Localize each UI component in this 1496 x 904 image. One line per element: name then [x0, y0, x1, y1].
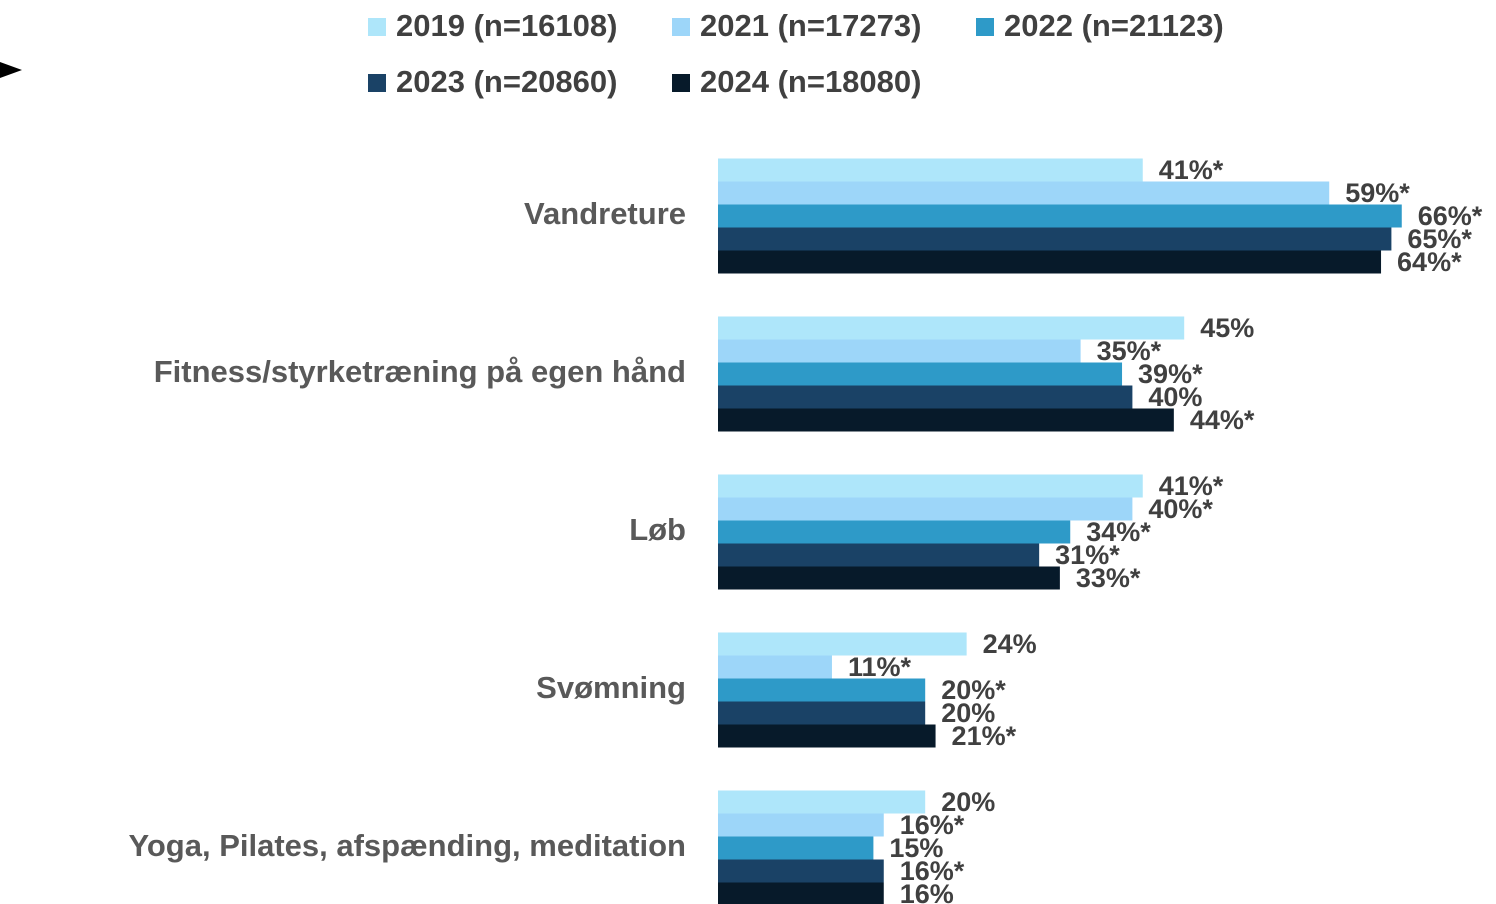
category-label: Fitness/styrketræning på egen hånd: [154, 354, 686, 389]
value-label: 41%*: [1159, 155, 1224, 185]
value-label: 21%*: [952, 721, 1017, 751]
value-label: 45%: [1200, 313, 1254, 343]
value-label: 40%*: [1148, 494, 1213, 524]
value-label: 66%*: [1418, 201, 1483, 231]
bar: [718, 632, 967, 656]
category-label: Svømning: [536, 670, 686, 705]
legend-swatch: [368, 18, 386, 36]
value-label: 35%*: [1097, 336, 1162, 366]
bar: [718, 497, 1133, 521]
category-label: Vandreture: [524, 196, 686, 231]
value-label: 65%*: [1407, 224, 1472, 254]
bar: [718, 678, 926, 702]
bar: [718, 408, 1174, 432]
value-label: 31%*: [1055, 540, 1120, 570]
bar: [718, 158, 1143, 182]
value-label: 39%*: [1138, 359, 1203, 389]
bar: [718, 859, 884, 883]
bar: [718, 701, 926, 725]
bar: [718, 836, 874, 860]
bar: [718, 474, 1143, 498]
value-label: 34%*: [1086, 517, 1151, 547]
value-label: 59%*: [1345, 178, 1410, 208]
bar: [718, 362, 1123, 386]
bar: [718, 339, 1081, 363]
bar: [718, 655, 832, 679]
bar: [718, 543, 1040, 567]
value-label: 44%*: [1190, 405, 1255, 435]
value-label: 16%*: [900, 810, 965, 840]
legend-swatch: [976, 18, 994, 36]
value-label: 33%*: [1076, 563, 1141, 593]
bar: [718, 385, 1133, 409]
bar: [718, 813, 884, 837]
bar: [718, 204, 1402, 228]
value-label: 15%: [889, 833, 943, 863]
category-label: Yoga, Pilates, afspænding, meditation: [128, 828, 686, 863]
legend-swatch: [672, 74, 690, 92]
value-label: 40%: [1148, 382, 1202, 412]
legend-label: 2022 (n=21123): [1004, 8, 1224, 43]
bar: [718, 724, 936, 748]
legend-swatch: [672, 18, 690, 36]
value-label: 24%: [983, 629, 1037, 659]
bar: [718, 520, 1071, 544]
bar: [718, 316, 1185, 340]
value-label: 64%*: [1397, 247, 1462, 277]
legend-swatch: [368, 74, 386, 92]
bar: [718, 790, 926, 814]
bar: [718, 250, 1382, 274]
bar: [718, 882, 884, 904]
value-label: 16%*: [900, 856, 965, 886]
arrow-decoration: [0, 62, 22, 78]
value-label: 20%: [941, 698, 995, 728]
legend-label: 2024 (n=18080): [700, 64, 921, 99]
bar: [718, 566, 1060, 590]
legend-label: 2019 (n=16108): [396, 8, 617, 43]
value-label: 20%*: [941, 675, 1006, 705]
bar: [718, 227, 1392, 251]
value-label: 11%*: [848, 652, 912, 682]
value-label: 16%: [900, 879, 954, 904]
value-label: 41%*: [1159, 471, 1224, 501]
legend-label: 2021 (n=17273): [700, 8, 921, 43]
legend-label: 2023 (n=20860): [396, 64, 617, 99]
category-label: Løb: [629, 512, 686, 547]
value-label: 20%: [941, 787, 995, 817]
bar: [718, 181, 1330, 205]
